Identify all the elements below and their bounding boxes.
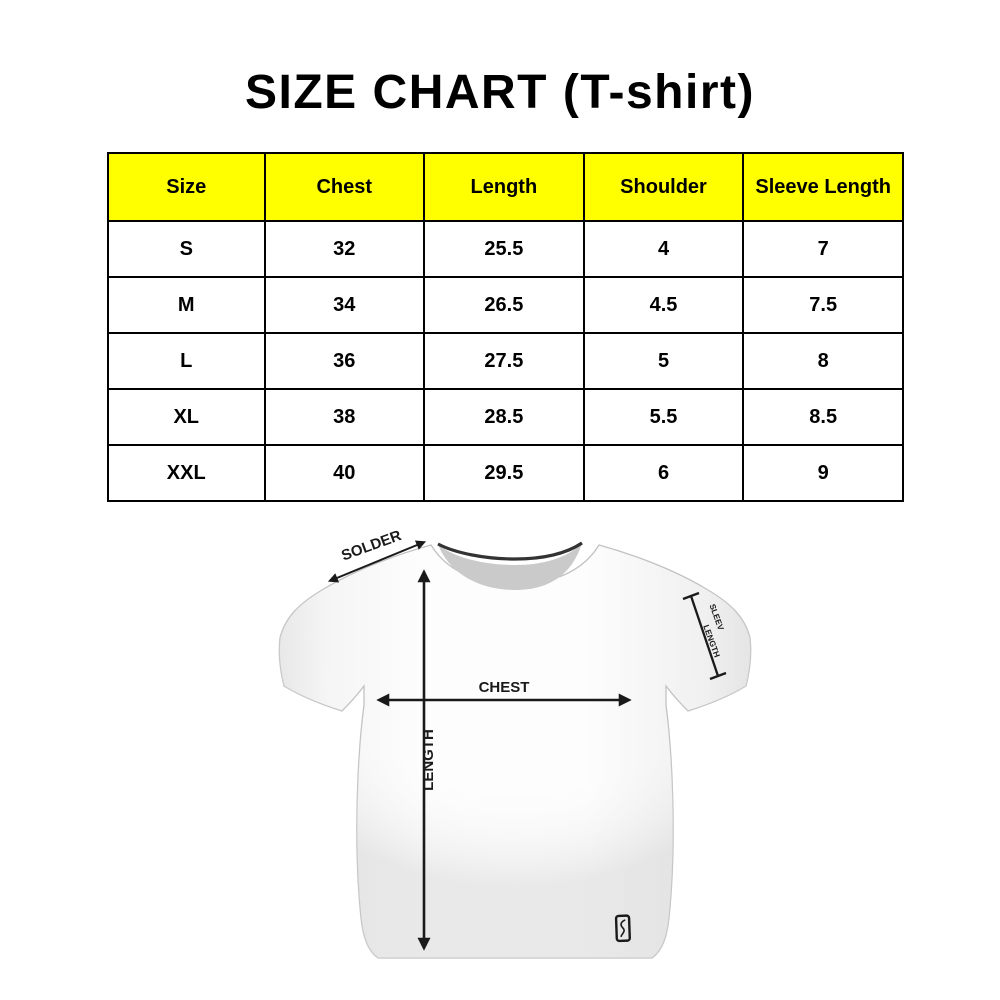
svg-text:LENGTH: LENGTH — [420, 729, 437, 791]
svg-text:CHEST: CHEST — [479, 679, 530, 696]
